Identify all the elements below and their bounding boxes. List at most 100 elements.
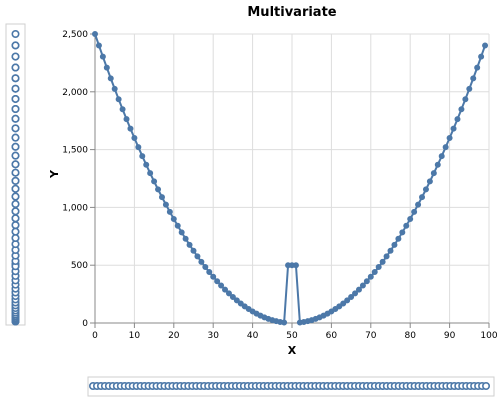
data-point (166, 208, 173, 215)
data-point (411, 208, 418, 215)
data-point (194, 253, 201, 260)
y-brush-point (11, 200, 20, 209)
data-point (210, 273, 217, 280)
data-point (92, 30, 99, 37)
y-brush-points (11, 29, 20, 326)
y-axis-title: Y (48, 169, 61, 179)
y-brush-point (11, 184, 20, 193)
x-tick-label: 90 (444, 331, 456, 341)
data-point (403, 222, 410, 229)
series-line (94, 33, 487, 324)
data-point (99, 53, 106, 60)
y-brush-point (11, 63, 20, 72)
data-point (107, 75, 114, 82)
x-brush-point (482, 381, 491, 390)
data-point (430, 170, 437, 177)
data-point (206, 269, 213, 276)
data-point (419, 194, 426, 201)
y-brush-point (11, 160, 20, 169)
data-point (344, 297, 351, 304)
data-point (348, 293, 355, 300)
x-tick-label: 70 (365, 331, 377, 341)
data-point (466, 85, 473, 92)
series-points (92, 30, 489, 326)
y-brush-point (11, 84, 20, 93)
data-point (379, 258, 386, 265)
data-point (371, 269, 378, 276)
y-brush-point (11, 104, 20, 113)
data-point (162, 201, 169, 208)
x-tick-label: 50 (286, 331, 298, 341)
data-point (174, 222, 181, 229)
data-point (202, 264, 209, 271)
y-brush-point (11, 214, 20, 223)
data-point (198, 258, 205, 265)
data-point (158, 194, 165, 201)
data-point (139, 153, 146, 160)
x-tick-label: 100 (480, 331, 497, 341)
y-axis-ticks: 0 500 1,000 1,500 2,000 2,500 (62, 30, 95, 329)
data-point (135, 144, 142, 151)
x-brush-points (89, 381, 491, 390)
y-brush-point (11, 151, 20, 160)
y-brush-point (11, 74, 20, 83)
data-point (222, 286, 229, 293)
data-point (237, 300, 244, 307)
data-point (214, 278, 221, 285)
x-tick-label: 0 (92, 331, 98, 341)
data-point (363, 278, 370, 285)
data-point (383, 253, 390, 260)
data-point (111, 85, 118, 92)
data-point (470, 75, 477, 82)
y-brush-point (11, 29, 20, 38)
data-point (426, 178, 433, 185)
data-point (367, 273, 374, 280)
data-point (225, 290, 232, 297)
data-point (395, 235, 402, 242)
x-tick-label: 60 (326, 331, 338, 341)
x-tick-label: 40 (247, 331, 259, 341)
y-tick-label: 2,000 (62, 88, 88, 98)
data-point (450, 125, 457, 132)
x-tick-label: 10 (129, 331, 141, 341)
data-point (391, 241, 398, 248)
data-point (462, 96, 469, 103)
data-point (474, 64, 481, 71)
y-tick-label: 1,000 (62, 203, 88, 213)
y-brush-point (11, 41, 20, 50)
y-brush-point (11, 94, 20, 103)
x-tick-label: 80 (404, 331, 416, 341)
data-point (119, 106, 126, 113)
y-tick-label: 0 (82, 319, 88, 329)
y-tick-label: 500 (71, 261, 88, 271)
y-tick-label: 2,500 (62, 30, 88, 40)
y-brush-point (11, 142, 20, 151)
data-point (292, 262, 299, 269)
y-brush-point (11, 114, 20, 123)
data-point (233, 297, 240, 304)
data-point (482, 42, 489, 49)
x-tick-label: 30 (207, 331, 219, 341)
data-point (399, 229, 406, 236)
data-point (352, 290, 359, 297)
y-brush-point (11, 221, 20, 230)
data-point (178, 229, 185, 236)
y-brush-point (11, 133, 20, 142)
data-point (422, 186, 429, 193)
x-axis-title: X (288, 344, 297, 357)
data-point (127, 125, 134, 132)
y-brush-point (11, 124, 20, 133)
data-point (95, 42, 102, 49)
data-point (355, 286, 362, 293)
data-point (438, 153, 445, 160)
y-brush-point (11, 234, 20, 243)
data-point (458, 106, 465, 113)
data-point (115, 96, 122, 103)
data-point (229, 293, 236, 300)
x-axis-ticks: 0 10 20 30 40 50 60 70 80 90 100 (92, 323, 498, 341)
y-brush-point (11, 227, 20, 236)
data-point (336, 303, 343, 310)
data-point (182, 235, 189, 242)
data-point (407, 215, 414, 222)
data-point (143, 161, 150, 168)
